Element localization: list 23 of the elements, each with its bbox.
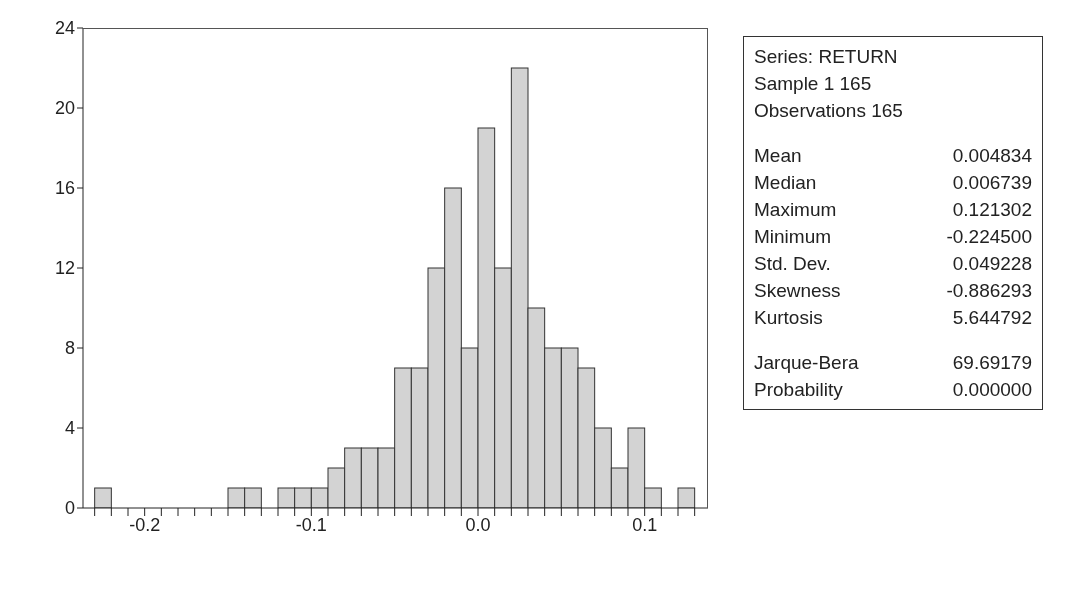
text: Sample 1 165 — [754, 72, 873, 96]
x-tick-label: 0.1 — [632, 514, 658, 535]
y-tick-label: 24 — [54, 18, 75, 39]
y-tick-label: 16 — [54, 178, 75, 199]
text: Median 0.006739 — [754, 172, 1032, 193]
y-tick-label: 12 — [54, 258, 75, 279]
text: Observations 165 — [754, 99, 904, 123]
text: Jarque-Bera 69.69179 — [754, 352, 1032, 373]
text: Minimum -0.224500 — [754, 226, 1032, 247]
x-tick-label: 0.0 — [465, 514, 491, 535]
text: Skewness -0.886293 — [754, 280, 1032, 301]
y-tick-label: 4 — [64, 418, 75, 439]
text: Mean 0.004834 — [754, 145, 1032, 166]
text: Maximum 0.121302 — [754, 199, 1032, 220]
text: Series: RETURN — [754, 45, 899, 69]
text: Std. Dev. 0.049228 — [754, 253, 1032, 274]
x-tick-label: -0.2 — [129, 514, 161, 535]
y-tick-label: 8 — [64, 338, 75, 359]
x-tick-label: -0.1 — [295, 514, 327, 535]
y-tick-label: 20 — [54, 98, 75, 119]
text: Probability 0.000000 — [754, 379, 1032, 400]
y-tick-label: 0 — [64, 498, 75, 519]
text: Kurtosis 5.644792 — [754, 307, 1032, 328]
